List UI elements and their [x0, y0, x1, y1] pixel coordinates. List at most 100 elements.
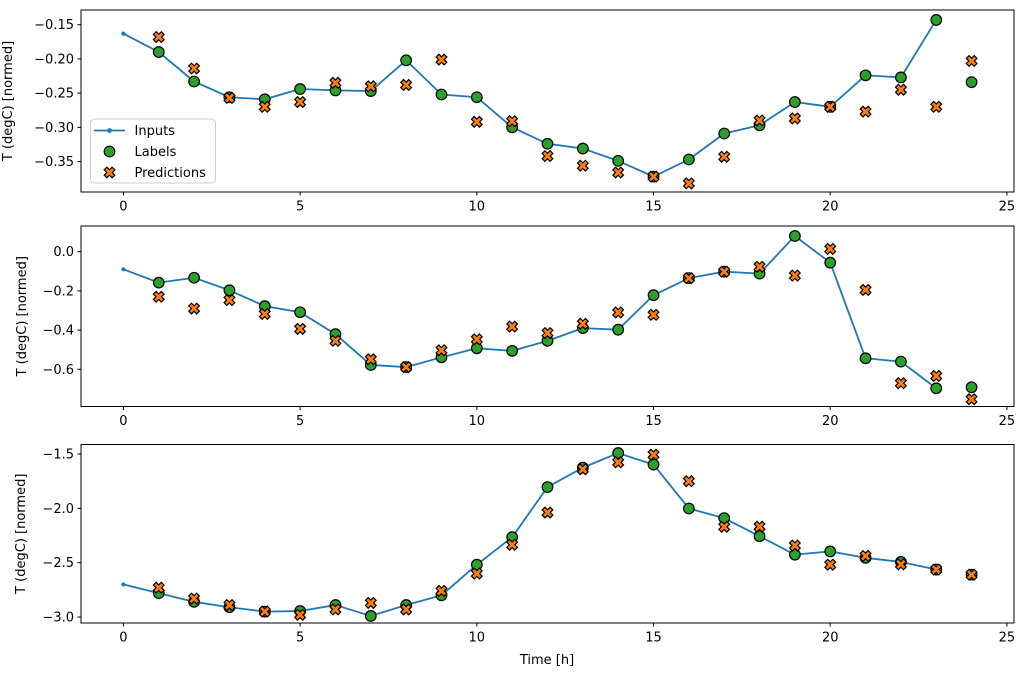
labels-marker	[294, 83, 307, 95]
labels-marker	[435, 88, 448, 101]
predictions-x-marker	[223, 293, 236, 307]
labels-marker	[364, 610, 377, 622]
y-tick-label: −0.4	[42, 324, 74, 339]
labels-marker	[859, 69, 872, 82]
labels-marker	[930, 14, 943, 26]
predictions-x-marker	[611, 306, 625, 319]
predictions-x-marker	[258, 307, 271, 321]
predictions-x-marker	[470, 567, 484, 580]
predictions-x-marker	[399, 78, 413, 92]
labels-marker	[223, 284, 236, 297]
predictions-x-marker	[753, 260, 766, 273]
y-tick-label: −3.0	[42, 611, 74, 626]
predictions-x-marker	[364, 596, 377, 610]
predictions-x-marker	[329, 76, 342, 90]
predictions-x-marker	[753, 520, 766, 533]
x-tick-label: 0	[119, 414, 127, 429]
predictions-x-marker	[824, 100, 837, 114]
predictions-x-marker	[647, 448, 660, 461]
labels-marker	[188, 271, 200, 284]
predictions-x-marker	[824, 558, 837, 571]
predictions-x-marker	[965, 393, 978, 406]
predictions-x-marker	[435, 53, 448, 66]
y-tick-label: −1.5	[42, 448, 74, 463]
labels-marker	[470, 91, 483, 104]
labels-marker	[470, 342, 483, 355]
predictions-x-marker	[576, 159, 590, 172]
y-tick-label: −2.5	[42, 556, 74, 571]
predictions-x-marker	[930, 563, 943, 576]
predictions-x-marker	[541, 149, 554, 163]
predictions-x-marker	[859, 105, 872, 118]
predictions-x-marker	[718, 520, 731, 534]
inputs-line	[122, 19, 938, 178]
predictions-x-marker	[435, 584, 448, 598]
labels-marker	[647, 458, 660, 471]
labels-marker	[576, 142, 589, 155]
x-tick-label: 25	[999, 200, 1016, 215]
x-tick-label: 5	[296, 200, 304, 215]
labels-marker	[506, 344, 519, 357]
predictions-x-marker	[187, 62, 201, 75]
y-tick-label: −2.0	[42, 502, 74, 517]
legend-entry-label: Labels	[135, 145, 177, 160]
predictions-x-marker	[611, 166, 625, 179]
predictions-x-marker	[541, 506, 554, 519]
legend-labels-circle-sample	[103, 145, 116, 158]
labels-marker	[647, 289, 660, 302]
predictions-x-marker	[364, 353, 377, 366]
x-tick-label: 20	[822, 631, 839, 646]
labels-marker	[612, 323, 625, 336]
predictions-x-marker	[788, 269, 802, 282]
predictions-x-marker	[505, 538, 519, 551]
predictions-x-marker	[753, 114, 766, 127]
x-tick-label: 0	[119, 631, 127, 646]
predictions-x-marker	[435, 344, 448, 357]
inputs-point-marker	[121, 267, 126, 272]
predictions-x-marker	[965, 568, 978, 581]
x-tick-label: 25	[999, 631, 1016, 646]
subplot-2: 0 5 10 15 20 25 0.0 −0.2 −0.4 −0.6 T (degC) [norme…	[15, 225, 1015, 429]
labels-marker	[541, 481, 554, 493]
predictions-x-marker	[223, 91, 236, 105]
labels-marker	[859, 352, 872, 365]
labels-marker	[541, 137, 554, 150]
labels-marker	[895, 355, 907, 368]
predictions-x-marker	[399, 360, 413, 374]
inputs-line	[122, 235, 938, 390]
legend-predictions-x-sample	[103, 166, 116, 179]
y-tick-label: −0.20	[34, 52, 74, 67]
predictions-x-marker	[682, 177, 696, 190]
predictions-x-marker	[576, 317, 590, 330]
predictions-x-marker	[824, 242, 837, 256]
legend-entry-label: Inputs	[135, 124, 176, 139]
y-axis-label: T (degC) [normed]	[1, 41, 16, 162]
axes-frame	[80, 9, 1015, 193]
labels-marker	[612, 447, 625, 459]
legend-entry-label: Predictions	[135, 166, 207, 181]
predictions-x-marker	[399, 603, 413, 616]
labels-marker	[930, 382, 943, 395]
predictions-x-marker	[647, 170, 660, 183]
x-tick-label: 15	[645, 414, 662, 429]
labels-marker	[788, 548, 801, 561]
predictions-x-marker	[859, 283, 872, 297]
predictions-x-marker	[258, 605, 271, 618]
labels-marker	[788, 230, 801, 242]
y-tick-label: −0.30	[34, 121, 74, 136]
inputs-point-marker	[121, 582, 126, 587]
labels-marker	[470, 558, 483, 571]
predictions-x-marker	[329, 334, 342, 348]
x-tick-label: 0	[119, 200, 127, 215]
predictions-x-marker	[965, 54, 978, 68]
inputs-line	[122, 452, 938, 617]
predictions-x-marker	[894, 558, 908, 571]
predictions-x-marker	[788, 112, 802, 125]
x-tick-label: 15	[645, 200, 662, 215]
y-axis-label: T (degC) [normed]	[14, 474, 29, 595]
predictions-x-marker	[258, 100, 271, 114]
labels-marker	[612, 154, 625, 167]
y-axis-label: T (degC) [normed]	[15, 256, 30, 377]
labels-marker	[824, 545, 837, 558]
